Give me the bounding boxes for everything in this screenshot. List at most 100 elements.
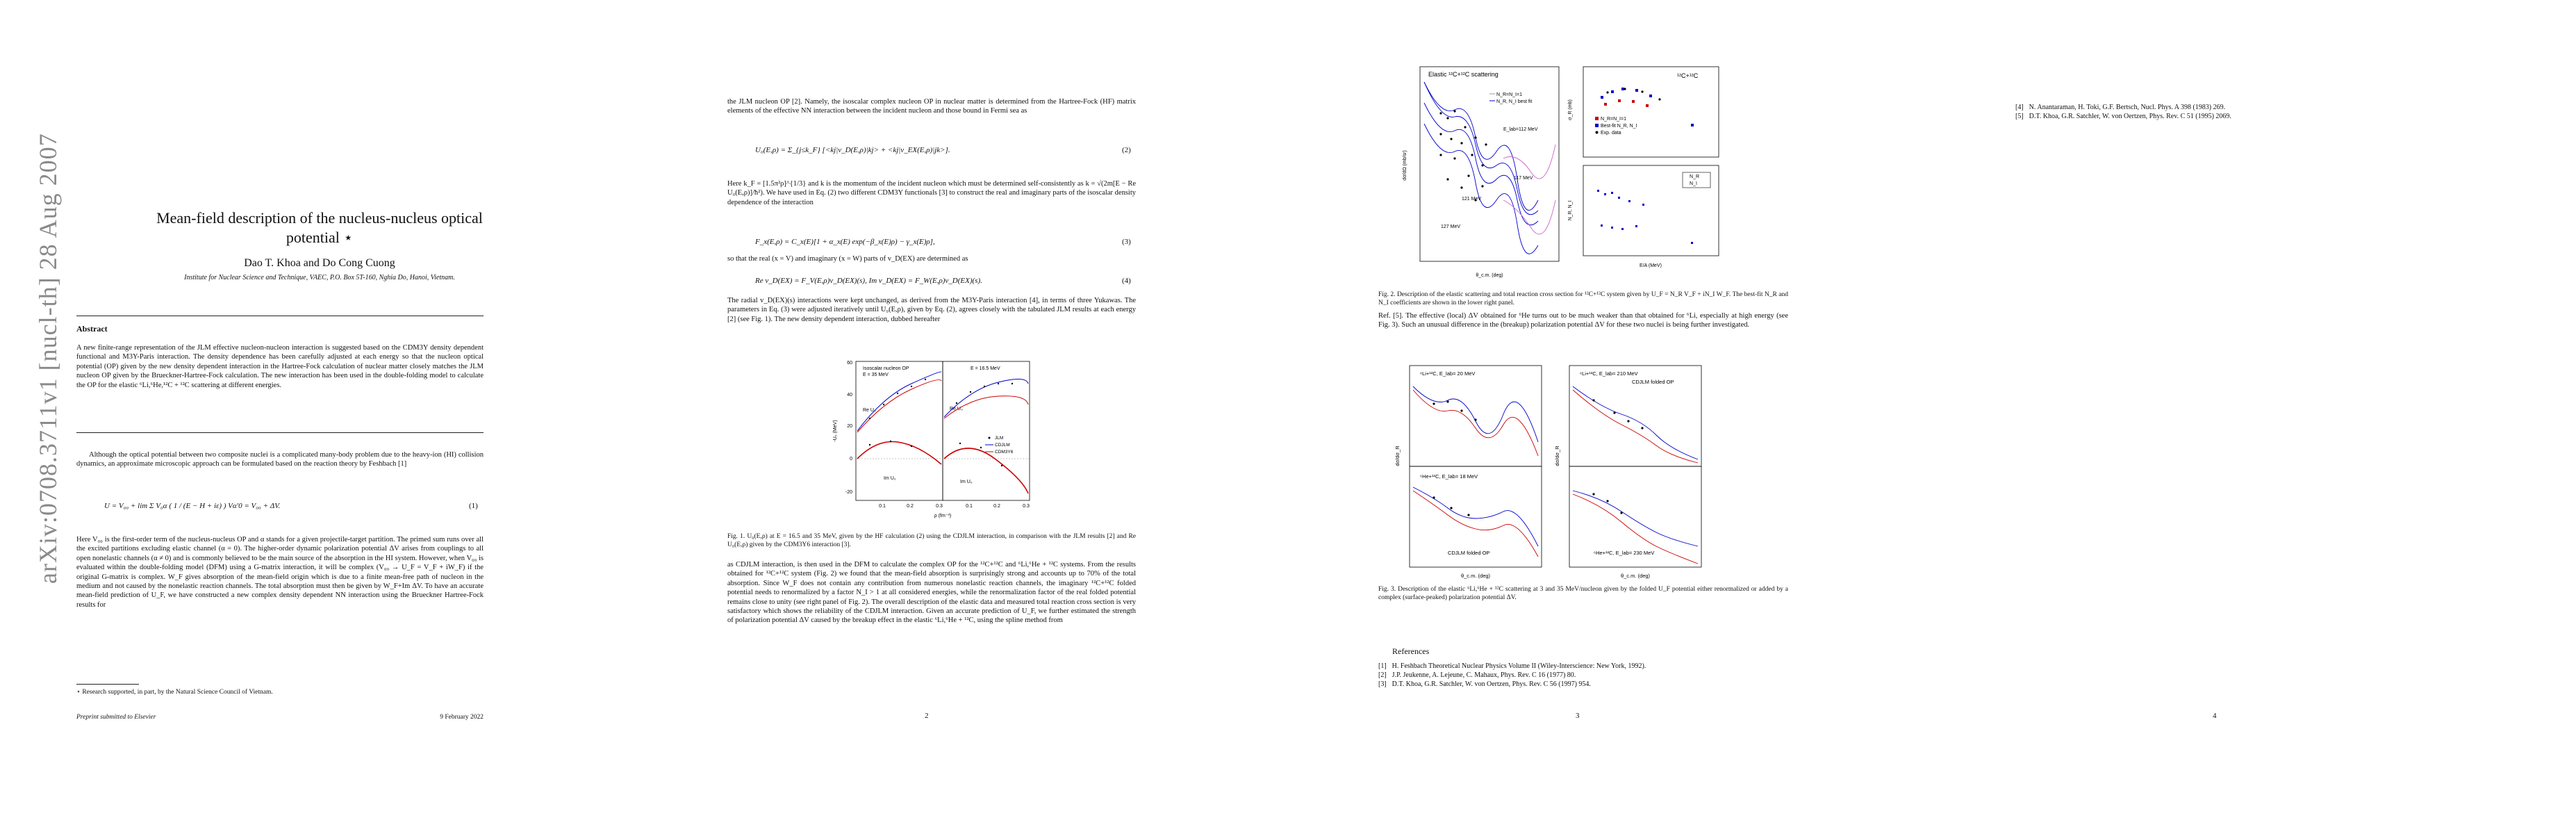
body-paragraph-1: Ref. [5]. The effective (local) ΔV obtai…	[1378, 312, 1788, 329]
fig2-sigma-point	[1611, 90, 1614, 93]
footer-left: Preprint submitted to Elsevier	[76, 714, 156, 721]
body-paragraph-5: as CDJLM interaction, is then used in th…	[727, 561, 1136, 625]
fig3-data-point	[1474, 418, 1477, 421]
fig2-top-legend-marker-1	[1595, 117, 1599, 120]
fig2-ni-point	[1691, 242, 1693, 244]
fig1-legend-cdm3y6: CDM3Y6	[995, 450, 1014, 455]
reference-number: [2]	[1378, 671, 1387, 679]
fig3-panel-1-frame	[1409, 365, 1542, 467]
fig2-xaxis: E/A (MeV)	[1640, 263, 1662, 268]
fig1-xtick-l1: 0.1	[879, 504, 886, 509]
fig2-data-point	[1450, 138, 1453, 140]
fig1-left-title1: Isoscalar nucleon OP	[863, 366, 909, 371]
fig2-data-point	[1439, 112, 1442, 115]
fig1-jlm-point	[924, 378, 927, 381]
fig3-data-point	[1460, 409, 1463, 412]
fig2-legend2: N_R, N_I best fit	[1496, 99, 1532, 104]
page-3: Elastic ¹²C+¹²C scattering N_R=N_I=1 N_R…	[1288, 0, 1932, 834]
fig2-data-point	[1453, 110, 1456, 113]
fig1-left-frame	[855, 361, 943, 501]
fig3-p1-curve-b	[1412, 389, 1539, 457]
equation-4-number: (4)	[1122, 277, 1131, 285]
fig2-sigma-point	[1691, 124, 1694, 126]
reference-number: [1]	[1378, 662, 1387, 670]
fig3-data-point	[1620, 512, 1623, 514]
fig2-ni-point	[1635, 225, 1637, 227]
fig1-im-left	[857, 441, 942, 465]
fig3-p1-curve-a	[1412, 386, 1539, 443]
body-paragraph-4: The radial v_D(EX)(s) interactions were …	[727, 297, 1136, 323]
fig2-bottom-legend-1: N_R	[1690, 174, 1699, 179]
fig3-data-point	[1641, 427, 1644, 430]
fig2-ni-point	[1611, 227, 1613, 229]
fig2-sigma-point	[1621, 88, 1624, 90]
affiliation: Institute for Nuclear Science and Techni…	[184, 274, 455, 281]
fig3-data-point	[1613, 411, 1616, 414]
fig2-nr-point	[1611, 192, 1613, 194]
fig3-panel-4-frame	[1569, 466, 1702, 568]
equation-4: Re v_D(EX) = F_V(E,ρ)v_D(EX)(s), Im v_D(…	[755, 277, 982, 285]
fig1-jlm-point	[896, 392, 899, 395]
fig1-jlm-point	[1000, 464, 1003, 467]
fig3-panel-3-label: ⁶He+¹²C, E_lab= 18 MeV	[1420, 473, 1478, 480]
fig1-jlm-point	[969, 391, 972, 393]
equation-1-number: (1)	[469, 502, 478, 510]
fig2-data-point	[1485, 143, 1487, 146]
body-paragraph-2: Here k_F = [1.5π²ρ]^{1/3} and k is the m…	[727, 180, 1136, 206]
fig1-legend-jlm: JLM	[995, 436, 1003, 441]
fig2-bottom-right-frame	[1583, 165, 1719, 256]
fig2-data-point	[1474, 136, 1477, 139]
page-number: 3	[1576, 712, 1580, 720]
fig3-data-point	[1467, 514, 1470, 516]
page-number: 4	[2213, 712, 2217, 720]
fig3-xlabel-right: θ_c.m. (deg)	[1621, 573, 1651, 579]
fig3-p4-curve-a	[1572, 490, 1699, 547]
fig2-top-legend-2: Best-fit N_R, N_I	[1601, 124, 1637, 129]
abstract-text: A new finite-range representation of the…	[76, 344, 484, 389]
fig2-sigma-point	[1601, 96, 1603, 99]
fig3-data-point	[1606, 500, 1609, 502]
fig3-p4-curve-b	[1572, 493, 1699, 564]
body-paragraph-1: Although the optical potential between t…	[76, 451, 484, 468]
fig1-jlm-point	[889, 440, 892, 443]
fig1-xtick-r3: 0.3	[1023, 504, 1030, 509]
fig2-data-point	[1453, 157, 1456, 160]
fig1-ytick-1: 40	[847, 393, 852, 398]
fig2-sigma-point-red	[1604, 103, 1607, 106]
abstract-bottom-rule	[76, 432, 484, 433]
fig1-re-cdjlm-left	[857, 371, 942, 432]
fig1-jlm-point	[910, 385, 913, 388]
fig1-ytick-3: 0	[850, 457, 852, 461]
fig2-ylabel: dσ/dΩ (mb/sr)	[1403, 150, 1407, 180]
fig2-data-point	[1481, 164, 1484, 167]
fig3-panel-4-label: ⁶He+¹²C, E_lab= 230 MeV	[1594, 550, 1654, 556]
fig2-nr-point	[1628, 200, 1630, 202]
figure-3-caption: Fig. 3. Description of the elastic ⁶Li,⁶…	[1378, 586, 1788, 601]
fig2-exp-point	[1658, 98, 1661, 101]
fig2-ni-point	[1621, 228, 1624, 230]
reference-number: [4]	[2015, 104, 2024, 111]
fig2-curve-1	[1423, 81, 1539, 211]
fig2-top-legend-marker-3	[1595, 131, 1599, 134]
fig1-jlm-point	[955, 402, 958, 404]
fig2-energy-1: E_lab=112 MeV	[1503, 127, 1538, 132]
fig2-nr-point	[1604, 193, 1606, 195]
fig2-nr-point	[1597, 190, 1599, 192]
fig2-bottom-legend-box	[1682, 172, 1711, 188]
fig2-data-point	[1471, 154, 1473, 156]
footer-right: 9 February 2022	[440, 714, 484, 721]
fig1-jlm-point	[997, 382, 1000, 385]
fig2-sigma-point	[1649, 95, 1652, 97]
fig2-data-point	[1481, 185, 1484, 188]
figure-2: Elastic ¹²C+¹²C scattering N_R=N_I=1 N_R…	[1399, 61, 1726, 282]
figure-1-caption: Fig. 1. U₀(E,ρ) at E = 16.5 and 35 MeV, …	[727, 533, 1136, 548]
fig3-data-point	[1450, 507, 1453, 509]
fig1-xlabel: ρ (fm⁻³)	[934, 514, 951, 518]
equation-2: U₀(E,ρ) = Σ_{j≤k_F} [<kj|v_D(E,ρ)|kj> + …	[755, 146, 950, 154]
reference-text: D.T. Khoa, G.R. Satchler, W. von Oertzen…	[1392, 680, 1591, 688]
fig1-re-cdm3y6-left	[857, 379, 942, 433]
fig2-sigma-point-red	[1646, 104, 1649, 107]
fig2-ni-point	[1601, 224, 1603, 227]
fig3-data-point	[1592, 493, 1595, 496]
fig1-re-cdm3y6-right	[943, 395, 1029, 419]
